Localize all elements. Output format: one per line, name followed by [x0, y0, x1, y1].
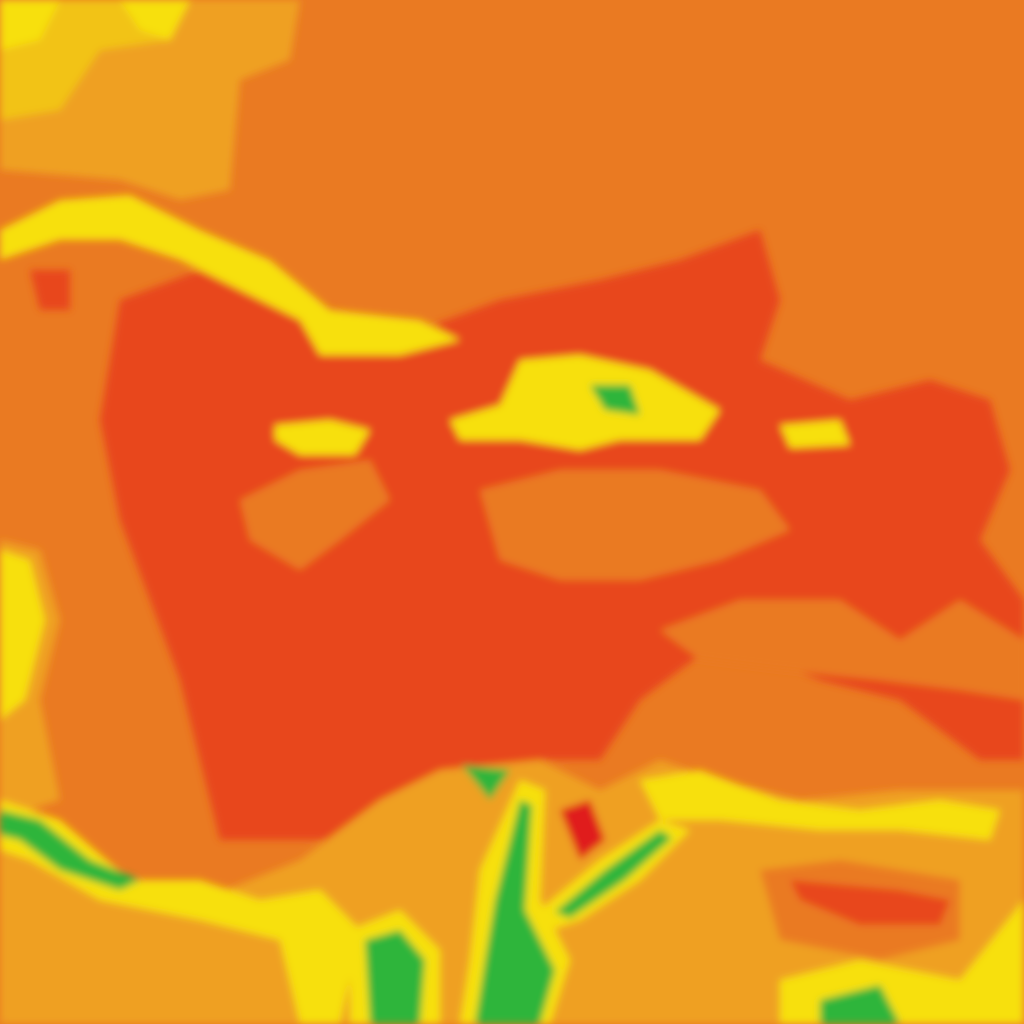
region-yellow-w — [0, 550, 45, 720]
band-yellow-north — [0, 195, 460, 355]
region-orange-island-3 — [660, 600, 1024, 700]
band-yellow-south — [0, 800, 360, 1024]
blob-yellow-1 — [275, 420, 370, 455]
blob-green-se — [820, 985, 900, 1024]
band-green-south-1b — [365, 930, 425, 1024]
band-green-sw — [0, 810, 140, 890]
blob-hottest-1 — [560, 800, 605, 860]
band-green-diagonal-core — [555, 830, 672, 918]
blob-yellow-3 — [780, 420, 850, 448]
blob-hot-se — [790, 880, 950, 925]
region-yellow-corner — [0, 0, 190, 50]
region-orange-island-2 — [480, 470, 790, 580]
blob-yellow-2 — [450, 355, 720, 450]
region-hot-west — [30, 270, 70, 310]
blob-green-1 — [590, 385, 640, 415]
band-yellow-se — [640, 770, 1000, 840]
band-green-south-2b — [475, 800, 555, 1024]
region-orange-island-1 — [240, 460, 390, 570]
region-yellow-se-bottom — [780, 900, 1024, 1024]
blob-green-triangle — [462, 765, 510, 800]
